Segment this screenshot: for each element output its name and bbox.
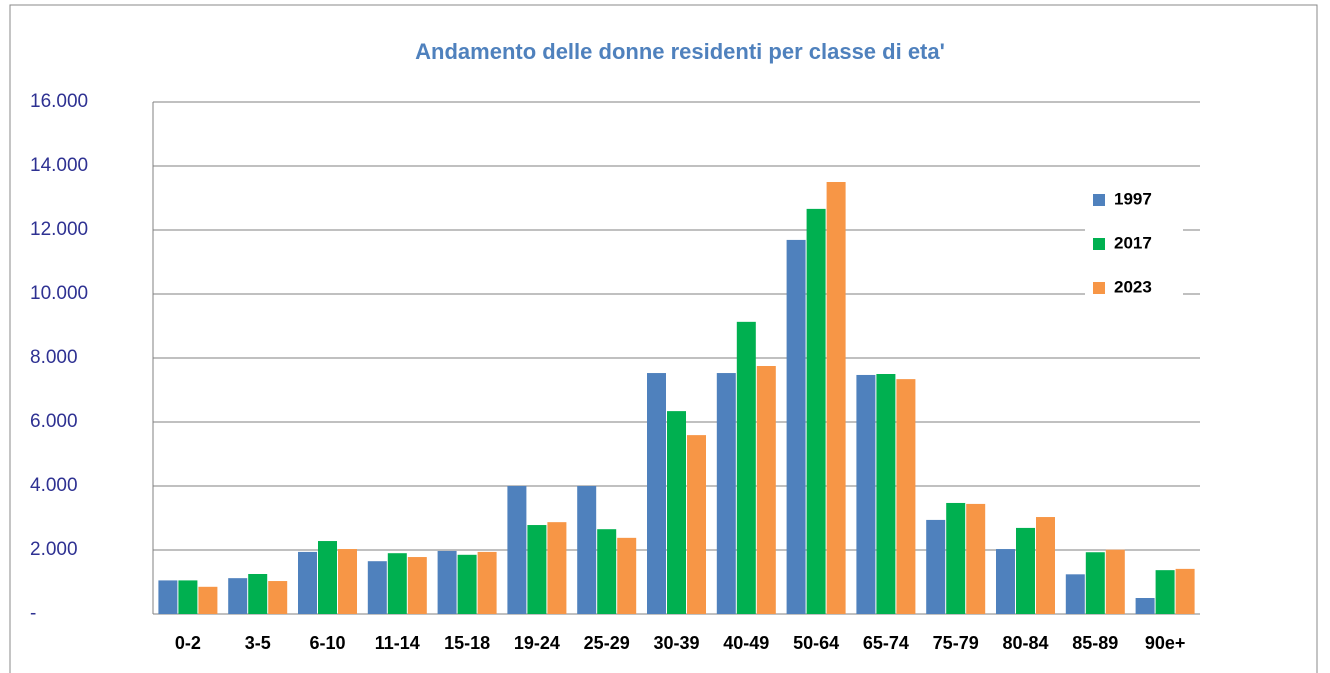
bar: [1016, 527, 1035, 614]
y-tick-label: 8.000: [30, 347, 78, 368]
x-tick-label: 11-14: [375, 633, 420, 653]
bar: [687, 435, 706, 614]
legend-swatch: [1093, 194, 1105, 206]
bar: [806, 208, 826, 614]
bar: [527, 525, 547, 614]
x-tick-label: 30-39: [653, 633, 699, 653]
bar: [896, 379, 916, 614]
bar: [1155, 570, 1175, 614]
x-tick-label: 3-5: [245, 633, 271, 653]
legend-label: 2017: [1114, 233, 1152, 252]
x-tick-label: 65-74: [863, 633, 909, 653]
x-tick-label: 75-79: [933, 633, 979, 653]
bar: [268, 581, 288, 614]
y-tick-label: 2.000: [30, 539, 78, 560]
bar: [826, 182, 846, 614]
bar: [1085, 552, 1105, 614]
x-tick-label: 80-84: [1002, 633, 1048, 653]
bar: [597, 529, 617, 614]
y-tick-label: 10.000: [30, 283, 88, 304]
bar: [1036, 517, 1055, 614]
bar: [1135, 598, 1155, 614]
bar: [876, 374, 896, 614]
legend-swatch: [1093, 282, 1105, 294]
bar: [367, 561, 387, 614]
legend-label: 2023: [1114, 277, 1152, 296]
bar: [437, 550, 457, 614]
x-tick-label: 19-24: [514, 633, 560, 653]
legend-swatch: [1093, 238, 1105, 250]
bar: [158, 580, 178, 614]
bar: [996, 549, 1015, 614]
y-tick-label: 4.000: [30, 475, 78, 496]
bar: [198, 586, 218, 614]
bar: [966, 503, 986, 614]
bar: [338, 549, 357, 614]
bar: [856, 374, 876, 614]
x-tick-label: 25-29: [584, 633, 630, 653]
bar: [178, 580, 198, 614]
bar: [577, 486, 597, 614]
bar: [946, 502, 966, 614]
bar: [248, 574, 268, 614]
bar: [1105, 549, 1125, 614]
bar: [547, 522, 567, 614]
x-tick-label: 85-89: [1072, 633, 1118, 653]
legend-label: 1997: [1114, 189, 1152, 208]
chart-title: Andamento delle donne residenti per clas…: [415, 39, 945, 64]
bar: [407, 557, 427, 614]
bar: [228, 578, 248, 614]
x-tick-label: 6-10: [309, 633, 345, 653]
bar: [298, 551, 317, 614]
bar: [318, 541, 337, 614]
bar: [477, 551, 497, 614]
y-tick-label: 12.000: [30, 219, 88, 240]
y-tick-label: 14.000: [30, 155, 88, 176]
x-tick-label: 50-64: [793, 633, 839, 653]
bar: [457, 554, 477, 614]
bar: [507, 486, 527, 614]
bar: [617, 537, 637, 614]
bar: [786, 239, 806, 615]
y-tick-label: -: [30, 603, 36, 624]
bar: [647, 373, 666, 614]
bar: [667, 411, 686, 614]
y-tick-label: 16.000: [30, 91, 88, 112]
bar: [387, 553, 407, 614]
bar: [926, 519, 946, 614]
x-tick-label: 15-18: [444, 633, 490, 653]
bar: [1175, 568, 1195, 614]
bar: [736, 321, 756, 614]
bar: [756, 366, 776, 614]
y-tick-label: 6.000: [30, 411, 78, 432]
x-tick-label: 40-49: [723, 633, 769, 653]
bar: [716, 373, 736, 614]
frame: [9, 4, 1318, 673]
x-tick-label: 0-2: [175, 633, 201, 653]
x-tick-label: 90e+: [1145, 633, 1186, 653]
bar: [1065, 574, 1085, 614]
